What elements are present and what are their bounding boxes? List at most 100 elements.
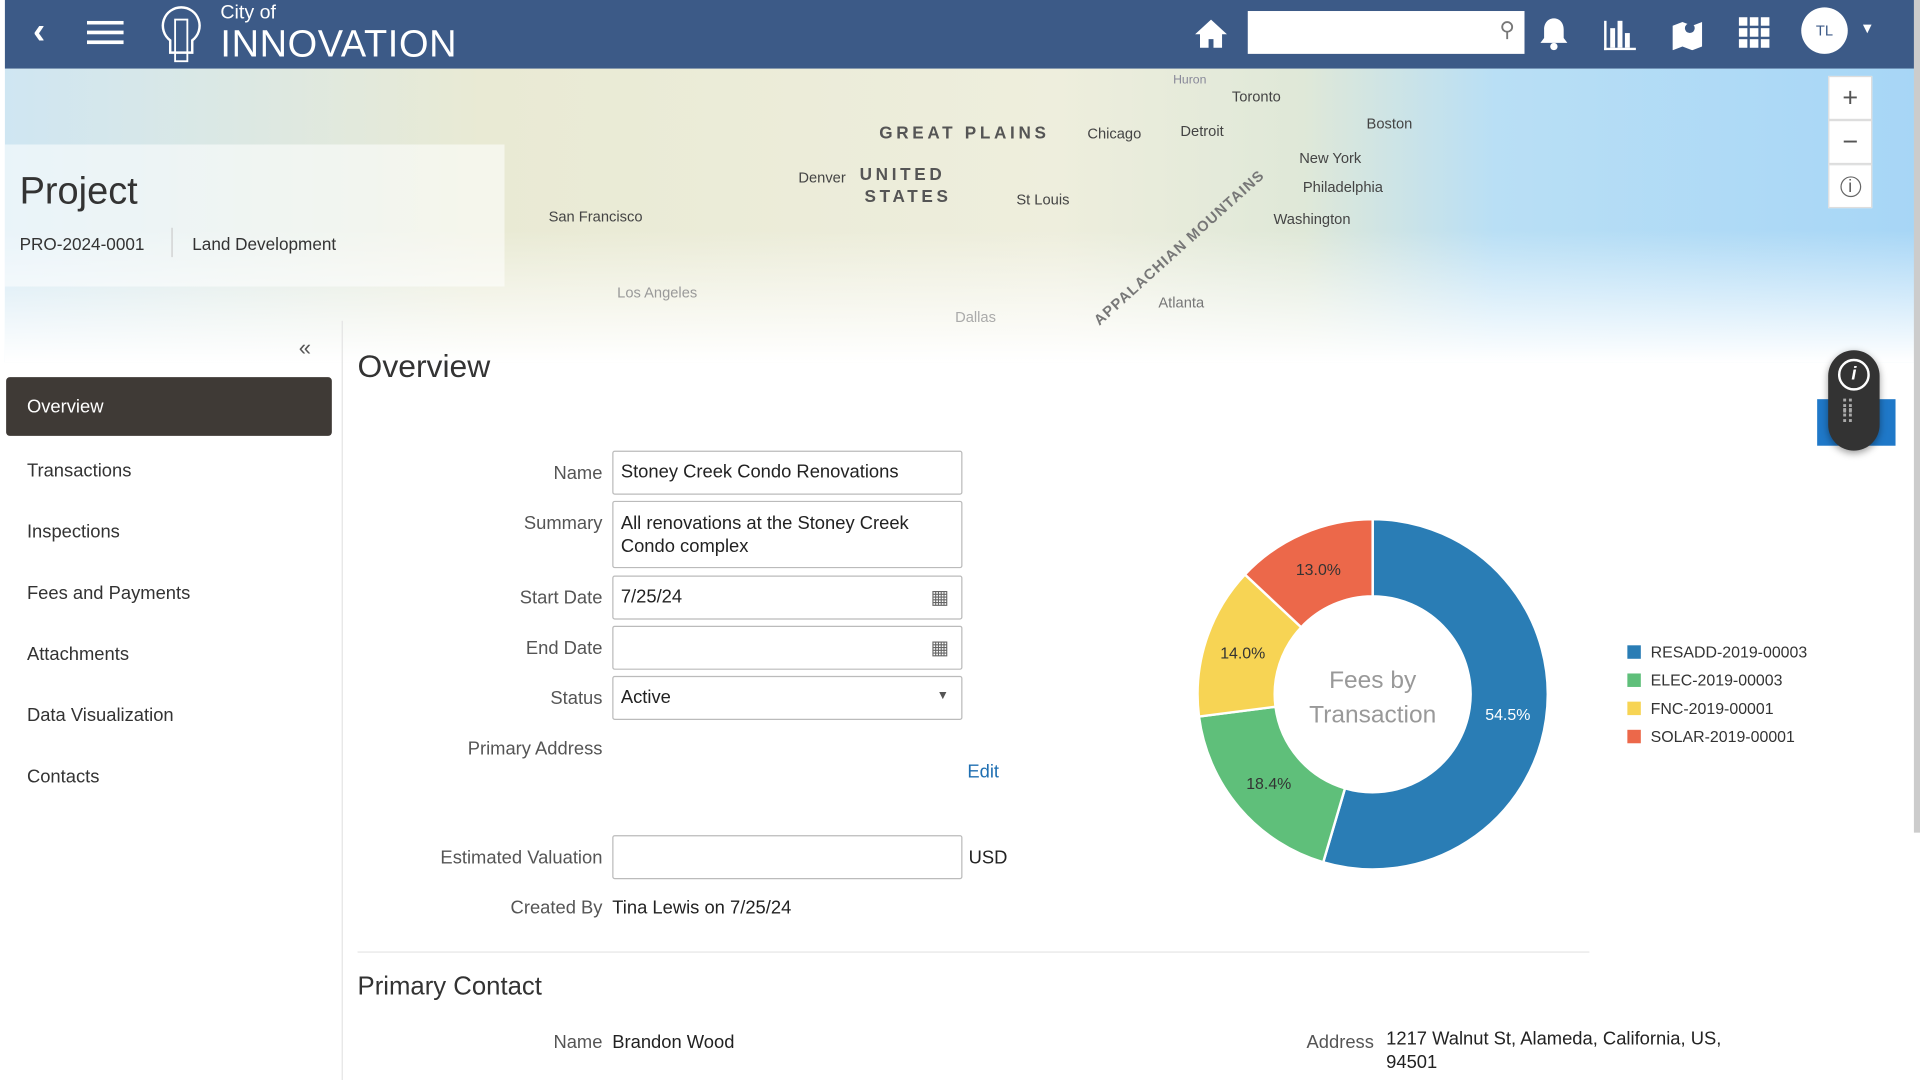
primary-address-label: Primary Address <box>467 738 603 760</box>
floating-help-widget[interactable]: i ⠿ ⠿ <box>1828 350 1880 451</box>
map-city: Dallas <box>955 308 996 326</box>
map-city: Los Angeles <box>617 284 698 302</box>
chart-icon[interactable] <box>1599 12 1638 54</box>
scrollbar[interactable] <box>1913 0 1920 833</box>
sidebar-item-data-visualization[interactable]: Data Visualization <box>26 704 174 726</box>
contact-address-label: Address <box>1306 1032 1374 1054</box>
fees-donut-chart: 54.5% 18.4% 14.0% 13.0% <box>1196 517 1549 871</box>
lightbulb-logo-icon <box>152 2 211 66</box>
logo-text: INNOVATION <box>220 22 458 65</box>
chart-center-label: Fees by Transaction <box>1275 664 1471 733</box>
name-label: Name <box>553 462 603 484</box>
sidebar: « Overview Transactions Inspections Fees… <box>5 320 343 1080</box>
legend-item[interactable]: FNC-2019-00001 <box>1627 699 1774 718</box>
slice-label: 54.5% <box>1485 707 1530 724</box>
chart-center-line: Fees by <box>1329 667 1417 695</box>
legend-label: ELEC-2019-00003 <box>1650 671 1783 690</box>
slice-label: 18.4% <box>1246 776 1291 793</box>
divider <box>357 951 1590 953</box>
map-label: UNITED <box>859 164 946 184</box>
bell-icon[interactable] <box>1536 12 1573 54</box>
map-label: GREAT PLAINS <box>879 122 1050 143</box>
search-input[interactable]: ⚲ <box>1247 11 1525 54</box>
name-field[interactable]: Stoney Creek Condo Renovations <box>612 450 963 495</box>
home-icon[interactable] <box>1193 15 1230 52</box>
sidebar-item-contacts[interactable]: Contacts <box>26 765 100 787</box>
legend-swatch <box>1627 701 1641 716</box>
zoom-out-button[interactable]: − <box>1828 120 1873 165</box>
sidebar-item-inspections[interactable]: Inspections <box>26 521 120 542</box>
top-bar: ‹ City of INNOVATION ⚲ TL ▼ <box>4 0 1916 69</box>
info-icon: i <box>1839 175 1861 197</box>
edit-address-link[interactable]: Edit <box>967 761 1000 783</box>
map-city: New York <box>1299 149 1362 167</box>
map-label: STATES <box>864 186 952 206</box>
back-icon[interactable]: ‹ <box>33 11 46 52</box>
map-city: St Louis <box>1016 191 1070 209</box>
section-title: Overview <box>357 347 491 385</box>
map-city: Toronto <box>1231 88 1281 106</box>
chevron-down-icon[interactable]: ▼ <box>936 689 949 703</box>
status-select[interactable]: Active <box>612 675 963 721</box>
donut-slice[interactable] <box>1321 517 1549 871</box>
legend-item[interactable]: RESADD-2019-00003 <box>1627 643 1807 661</box>
primary-contact-title: Primary Contact <box>357 972 542 1001</box>
legend-item[interactable]: SOLAR-2019-00001 <box>1627 727 1795 746</box>
menu-icon[interactable] <box>86 17 125 49</box>
grip-icon[interactable]: ⠿ ⠿ <box>1840 397 1854 429</box>
contact-name-value: Brandon Wood <box>612 1032 735 1054</box>
legend-item[interactable]: ELEC-2019-00003 <box>1627 671 1783 690</box>
project-header: Project PRO-2024-0001 Land Development <box>4 144 505 287</box>
legend-swatch <box>1627 729 1641 744</box>
logo-small-text: City of <box>220 2 276 24</box>
slice-label: 14.0% <box>1220 645 1265 662</box>
map-info-button[interactable]: i <box>1828 164 1873 209</box>
status-label: Status <box>550 688 603 709</box>
legend-label: RESADD-2019-00003 <box>1650 642 1808 662</box>
valuation-field[interactable] <box>612 835 963 880</box>
sidebar-item-overview[interactable]: Overview <box>6 377 332 436</box>
map-city: San Francisco <box>548 208 643 226</box>
apps-grid-icon[interactable] <box>1736 15 1773 52</box>
legend-label: SOLAR-2019-00001 <box>1650 727 1795 746</box>
map-city: Philadelphia <box>1302 178 1383 196</box>
start-date-label: Start Date <box>519 587 603 609</box>
valuation-label: Estimated Valuation <box>440 847 603 869</box>
legend-swatch <box>1627 673 1641 687</box>
created-by-label: Created By <box>510 897 603 919</box>
start-date-field[interactable]: 7/25/24 <box>612 575 963 620</box>
end-date-label: End Date <box>525 637 603 659</box>
calendar-icon[interactable]: ▦ <box>930 587 950 609</box>
map-city: Denver <box>798 168 846 187</box>
chart-center-line: Transaction <box>1309 701 1437 729</box>
donut-slice[interactable] <box>1197 705 1347 864</box>
end-date-field[interactable] <box>612 625 963 670</box>
map-city: Boston <box>1366 115 1413 133</box>
summary-label: Summary <box>523 513 603 534</box>
info-icon[interactable]: i <box>1837 358 1870 391</box>
legend-swatch <box>1627 645 1641 659</box>
page-title: Project <box>19 168 138 212</box>
contact-address-line2: 94501 <box>1386 1051 1438 1073</box>
sidebar-item-transactions[interactable]: Transactions <box>26 459 132 481</box>
created-by-value: Tina Lewis on 7/25/24 <box>612 897 792 919</box>
avatar[interactable]: TL <box>1801 7 1848 54</box>
zoom-in-button[interactable]: + <box>1828 75 1873 121</box>
legend-label: FNC-2019-00001 <box>1650 699 1774 718</box>
divider <box>171 227 173 258</box>
map-city: Washington <box>1273 210 1351 228</box>
sidebar-item-fees[interactable]: Fees and Payments <box>26 582 191 604</box>
collapse-icon[interactable]: « <box>298 335 312 361</box>
chevron-down-icon[interactable]: ▼ <box>1860 19 1875 37</box>
map-city: Atlanta <box>1158 293 1205 312</box>
calendar-icon[interactable]: ▦ <box>930 637 950 659</box>
donut-slice[interactable] <box>1243 517 1374 630</box>
map-city: Huron <box>1173 73 1207 87</box>
contact-name-label: Name <box>553 1032 603 1054</box>
summary-field[interactable]: All renovations at the Stoney Creek Cond… <box>612 500 963 569</box>
search-icon[interactable]: ⚲ <box>1499 18 1515 42</box>
sidebar-item-attachments[interactable]: Attachments <box>26 643 130 665</box>
map-city: Chicago <box>1087 124 1142 143</box>
map-city: Detroit <box>1180 122 1224 140</box>
map-icon[interactable] <box>1668 12 1707 54</box>
